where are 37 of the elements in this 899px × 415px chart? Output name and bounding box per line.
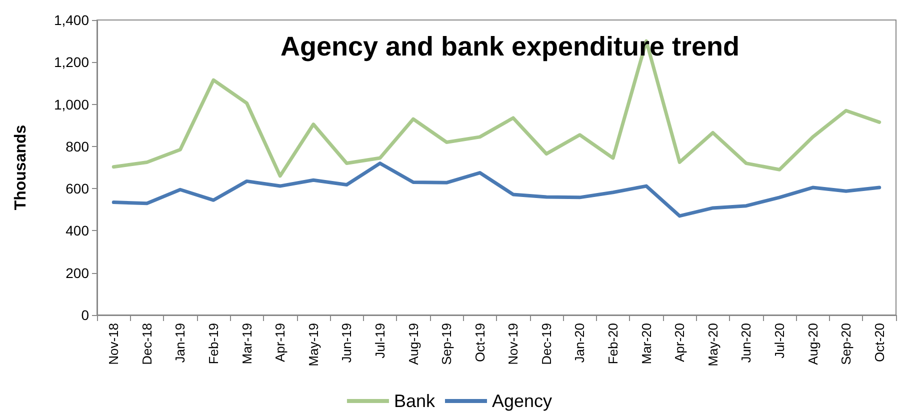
y-tick-label: 800 — [66, 138, 90, 154]
x-tick-label: Jul-19 — [372, 323, 388, 358]
y-tick-label: 400 — [66, 222, 90, 239]
x-tick-label: Oct-20 — [872, 323, 887, 362]
y-tick-label: 200 — [66, 264, 90, 281]
x-tick-label: Feb-19 — [206, 323, 222, 364]
x-tick-label: Jun-19 — [339, 323, 354, 363]
x-tick-label: May-20 — [705, 323, 720, 366]
x-tick-label: Jan-19 — [172, 323, 188, 363]
x-tick-label: Aug-19 — [406, 323, 421, 365]
line-series — [112, 162, 882, 218]
legend-label: Agency — [492, 391, 552, 411]
x-tick-label: Apr-19 — [272, 323, 288, 362]
y-tick-label: 600 — [66, 180, 90, 197]
x-tick-label: Jun-20 — [738, 323, 754, 363]
x-tick-label: May-19 — [306, 323, 321, 366]
x-tick-label: Feb-20 — [606, 323, 621, 364]
x-tick-label: Nov-18 — [106, 323, 122, 365]
x-tick-label: Sep-20 — [838, 323, 854, 365]
x-tick-label: Nov-19 — [506, 323, 521, 365]
y-axis-title: Thousands — [12, 124, 30, 210]
x-tick-label: Mar-19 — [239, 323, 254, 364]
chart-title: Agency and bank expenditure trend — [280, 32, 740, 62]
x-tick-label: Jul-20 — [772, 323, 787, 358]
x-tick-label: Sep-19 — [439, 323, 454, 365]
x-tick-label: Oct-19 — [472, 323, 488, 362]
y-tick-label: 1,000 — [54, 96, 90, 112]
legend-label: Bank — [394, 391, 436, 411]
x-tick-label: Dec-18 — [139, 323, 154, 365]
x-tick-label: Aug-20 — [805, 323, 820, 365]
y-tick-label: 1,200 — [54, 54, 90, 70]
x-tick-label: Mar-20 — [638, 323, 654, 364]
x-tick-label: Apr-20 — [672, 323, 688, 362]
x-tick-label: Dec-19 — [538, 323, 554, 365]
x-tick-label: Jan-20 — [572, 323, 588, 363]
y-tick-label: 0 — [81, 307, 90, 323]
y-tick-label: 1,400 — [54, 12, 90, 28]
